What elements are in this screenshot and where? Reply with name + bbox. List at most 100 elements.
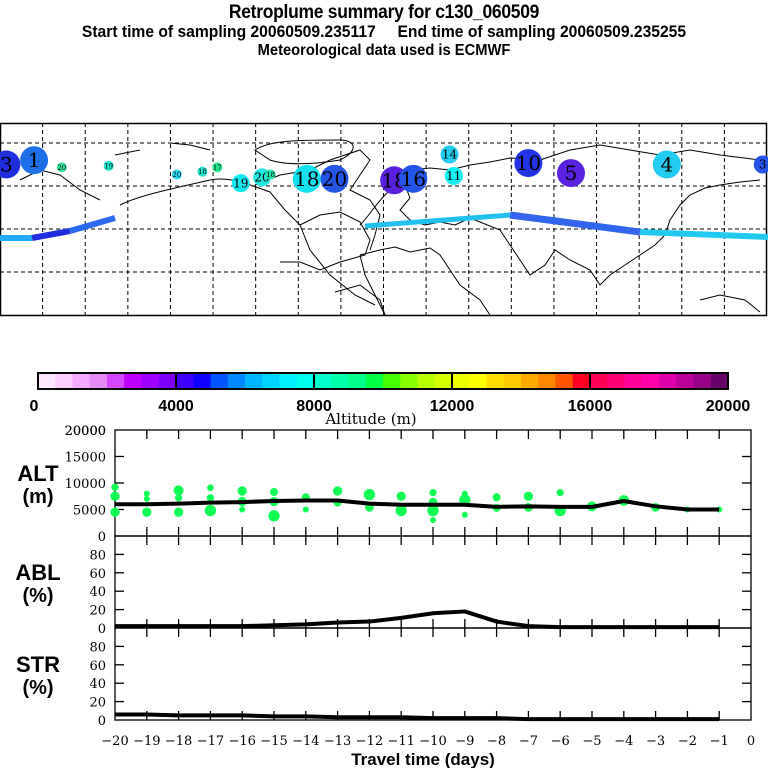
panel-ylabel: STR bbox=[16, 652, 60, 677]
altitude-sample-point bbox=[523, 491, 534, 501]
y-tick-label: 80 bbox=[89, 640, 106, 655]
trajectory-marker bbox=[556, 159, 585, 188]
colorbar-xlabel: Altitude (m) bbox=[324, 410, 416, 428]
panel-ylabel-units: (m) bbox=[22, 486, 53, 508]
x-tick-label: −4 bbox=[614, 734, 633, 749]
altitude-sample-point bbox=[429, 488, 437, 497]
x-tick-label: −10 bbox=[419, 734, 446, 749]
map-frame bbox=[0, 122, 768, 317]
colorbar-cell bbox=[486, 373, 505, 389]
trajectory-marker bbox=[514, 149, 543, 178]
colorbar-cell bbox=[193, 373, 211, 389]
altitude-sample-point bbox=[110, 491, 120, 501]
trajectory-marker bbox=[320, 164, 349, 193]
series-line bbox=[115, 609, 720, 630]
colorbar-cell bbox=[245, 373, 263, 389]
y-tick-label: 15000 bbox=[65, 451, 106, 466]
track-segment bbox=[364, 212, 511, 229]
colorbar-cell bbox=[38, 373, 56, 389]
trajectory-day-label: 5 bbox=[565, 161, 578, 185]
trajectory-marker bbox=[652, 150, 681, 179]
colorbar-cell bbox=[607, 373, 625, 389]
altitude-sample-point bbox=[143, 495, 150, 502]
colorbar-tick-label: 12000 bbox=[430, 398, 475, 415]
colorbar-cell bbox=[434, 373, 453, 389]
colorbar-tick-label: 16000 bbox=[568, 398, 613, 415]
x-tick-label: 0 bbox=[747, 734, 755, 749]
trajectory-marker bbox=[56, 162, 67, 173]
y-tick-label-top: 20000 bbox=[65, 424, 106, 439]
x-tick-label: −3 bbox=[646, 734, 665, 749]
track-segment bbox=[639, 229, 768, 240]
altitude-sample-point bbox=[237, 486, 247, 496]
trajectory-day-label: 19 bbox=[233, 176, 248, 190]
altitude-sample-point bbox=[207, 484, 214, 492]
colorbar-cell bbox=[417, 373, 436, 389]
trajectory-marker bbox=[103, 160, 114, 171]
y-tick-label: 40 bbox=[89, 585, 106, 600]
colorbar-cell bbox=[89, 373, 108, 389]
altitude-sample-point bbox=[142, 507, 152, 517]
x-tick-label: −7 bbox=[519, 734, 538, 749]
x-tick-label: −2 bbox=[678, 734, 697, 749]
trajectory-marker bbox=[20, 146, 49, 175]
trajectory-day-label: 18 bbox=[294, 167, 319, 191]
trajectory-marker bbox=[292, 164, 321, 193]
colorbar-cell bbox=[124, 373, 142, 389]
trajectory-day-label: 20 bbox=[322, 167, 347, 191]
trajectory-day-label: 3 bbox=[759, 158, 767, 172]
trajectory-marker bbox=[212, 162, 223, 173]
panel-frame bbox=[114, 627, 752, 721]
colorbar-cell bbox=[693, 373, 712, 389]
altitude-sample-point bbox=[427, 504, 439, 517]
panel-ylabel-units: (%) bbox=[22, 585, 53, 607]
coastline-greenland bbox=[169, 139, 354, 165]
colorbar-cell bbox=[107, 373, 125, 389]
panel-ylabel: ABL bbox=[15, 560, 60, 585]
trajectory-day-label: 18 bbox=[266, 171, 275, 179]
colorbar-cell bbox=[210, 373, 229, 389]
colorbar-cell bbox=[469, 373, 487, 389]
colorbar-cell bbox=[400, 373, 418, 389]
colorbar-cell bbox=[572, 373, 591, 389]
altitude-sample-point bbox=[395, 504, 407, 517]
track-segment bbox=[31, 228, 71, 241]
altitude-sample-point bbox=[430, 517, 436, 524]
y-tick-label: 60 bbox=[89, 659, 106, 674]
x-tick-label: −1 bbox=[710, 734, 729, 749]
x-tick-label: −18 bbox=[165, 734, 192, 749]
trajectory-day-label: 16 bbox=[401, 167, 426, 191]
colorbar-cell bbox=[176, 373, 194, 389]
y-tick-label: 40 bbox=[89, 677, 106, 692]
colorbar-cell bbox=[555, 373, 574, 389]
colorbar-cell bbox=[710, 373, 729, 389]
trajectory-day-label: 1 bbox=[28, 148, 41, 172]
colorbar-cell bbox=[141, 373, 160, 389]
trajectory-marker bbox=[231, 174, 250, 193]
colorbar-cell bbox=[521, 373, 539, 389]
trajectory-marker bbox=[753, 155, 768, 174]
x-tick-label: −6 bbox=[551, 734, 570, 749]
altitude-sample-point bbox=[270, 488, 278, 497]
trajectory-day-label: 19 bbox=[104, 162, 113, 170]
trajectory-day-label: 11 bbox=[446, 169, 461, 183]
altitude-sample-point bbox=[302, 506, 309, 513]
colorbar-cell bbox=[538, 373, 556, 389]
colorbar-cell bbox=[641, 373, 660, 389]
colorbar-cell bbox=[296, 373, 315, 389]
trajectory-day-label: 20 bbox=[172, 171, 181, 179]
x-tick-label: −15 bbox=[260, 734, 287, 749]
colorbar-cell bbox=[227, 373, 246, 389]
trajectory-marker bbox=[0, 150, 21, 179]
y-tick-label: 20 bbox=[89, 604, 106, 619]
altitude-sample-point bbox=[268, 510, 280, 522]
y-tick-label: 0 bbox=[98, 622, 106, 637]
y-tick-label: 20000 bbox=[65, 424, 106, 439]
x-tick-label: −16 bbox=[228, 734, 255, 749]
trajectory-marker bbox=[399, 164, 428, 193]
panel-ylabel: ALT bbox=[17, 461, 59, 486]
coastline-asia bbox=[479, 144, 761, 286]
